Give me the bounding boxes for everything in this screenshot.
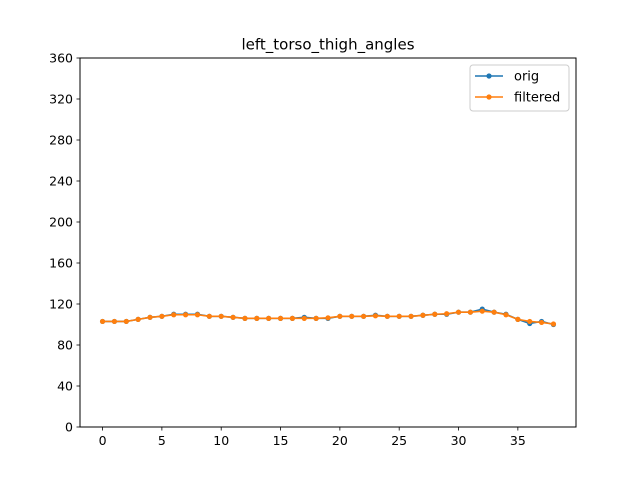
data-point-filtered [372, 313, 379, 319]
data-point-filtered [527, 318, 533, 325]
legend-label: filtered [514, 91, 560, 106]
y-tick-label: 280 [49, 133, 73, 148]
data-point-filtered [420, 312, 426, 318]
axes-frame [79, 57, 577, 428]
x-tick-label: 30 [451, 433, 467, 448]
data-point-filtered [515, 316, 521, 322]
y-tick-label: 320 [49, 92, 73, 107]
y-tick-label: 240 [49, 174, 73, 189]
data-point-filtered [408, 313, 414, 319]
data-point-filtered [218, 313, 224, 319]
data-point-filtered [432, 311, 438, 317]
data-point-filtered [444, 311, 450, 317]
data-point-filtered [206, 313, 212, 319]
y-axis: 0 40 80 120 160 200 240 280 320 360 [49, 51, 80, 435]
y-tick-label: 0 [65, 420, 73, 435]
data-point-filtered [135, 316, 141, 322]
data-point-filtered [360, 313, 367, 319]
data-point-filtered [301, 315, 307, 321]
data-point-filtered [325, 315, 331, 321]
data-point-filtered [242, 315, 248, 321]
data-point-filtered [349, 313, 355, 319]
series-filtered [99, 308, 557, 327]
x-tick-label: 10 [213, 433, 229, 448]
legend-swatch-marker [486, 94, 492, 100]
x-tick-label: 35 [510, 433, 526, 448]
data-point-filtered [183, 312, 189, 318]
x-tick-label: 15 [273, 433, 289, 448]
x-tick-label: 5 [158, 433, 166, 448]
legend: orig filtered [469, 64, 570, 112]
data-point-filtered [194, 312, 201, 318]
x-tick-label: 25 [391, 433, 407, 448]
x-tick-label: 0 [99, 433, 107, 448]
data-point-filtered [254, 315, 260, 321]
data-point-filtered [313, 315, 319, 321]
data-point-filtered [111, 318, 118, 325]
data-point-filtered [277, 315, 284, 321]
data-point-filtered [455, 309, 462, 315]
chart-title: left_torso_thigh_angles [241, 36, 414, 55]
x-tick-label: 20 [332, 433, 348, 448]
data-point-filtered [123, 318, 129, 325]
y-tick-label: 360 [49, 51, 73, 66]
y-tick-label: 120 [49, 297, 73, 312]
data-point-filtered [550, 321, 557, 327]
y-tick-label: 160 [49, 256, 73, 271]
x-axis: 0 5 10 15 20 25 30 35 [99, 427, 526, 448]
legend-swatch-marker [486, 73, 492, 79]
data-point-filtered [99, 318, 106, 325]
data-point-filtered [396, 313, 402, 319]
y-tick-label: 200 [49, 215, 73, 230]
data-point-filtered [147, 314, 153, 320]
data-point-filtered [491, 309, 497, 315]
data-point-filtered [171, 312, 177, 318]
data-point-filtered [384, 313, 390, 319]
data-point-filtered [503, 312, 509, 318]
data-point-filtered [538, 319, 545, 326]
data-point-filtered [266, 315, 272, 321]
data-point-filtered [479, 308, 485, 314]
data-point-filtered [337, 313, 343, 319]
data-point-filtered [159, 313, 165, 319]
legend-label: orig [514, 70, 539, 85]
y-tick-label: 40 [57, 379, 73, 394]
plot-area [99, 306, 557, 328]
data-point-filtered [230, 314, 236, 320]
data-point-filtered [289, 315, 296, 321]
data-point-filtered [467, 309, 473, 315]
y-tick-label: 80 [57, 338, 73, 353]
